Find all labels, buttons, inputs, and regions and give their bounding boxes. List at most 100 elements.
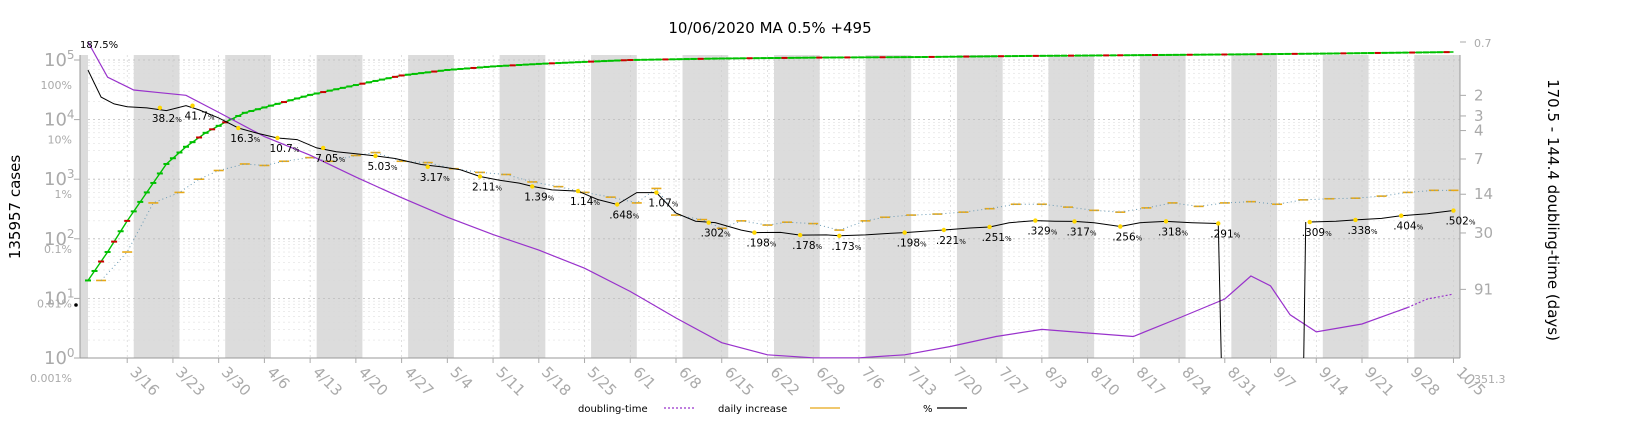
x-tick-label: 9/21: [1361, 363, 1398, 400]
annotation-point: [797, 232, 803, 238]
y-tick-doubling: 4: [1474, 122, 1484, 140]
annotation-label: .256%: [1112, 232, 1142, 244]
annotation-label: .329%: [1027, 226, 1057, 238]
y-tick-doubling: 30: [1474, 224, 1493, 242]
doubling-time-line-projected: [1407, 293, 1454, 309]
chart-title: 10/06/2020 MA 0.5% +495: [668, 19, 871, 37]
cases-start-point: [74, 303, 78, 307]
legend: doubling-time daily increase%: [578, 404, 967, 415]
week-band: [316, 55, 363, 358]
annotation-label: .198%: [897, 238, 927, 250]
annotation-point: [1033, 218, 1038, 223]
y-tick-cases: 101: [44, 286, 75, 309]
annotation-point: [1163, 219, 1169, 224]
week-band: [865, 55, 912, 358]
x-tick-label: 10/5: [1453, 363, 1490, 400]
x-tick-label: 5/11: [492, 363, 529, 400]
annotation-label: 7.05%: [315, 153, 345, 165]
y-tick-doubling: 3: [1474, 107, 1484, 125]
x-tick-label: 8/31: [1224, 363, 1261, 400]
x-tick-label: 9/14: [1315, 363, 1352, 400]
annotation-label: 5.03%: [367, 161, 397, 173]
y-tick-doubling: 351.3: [1474, 373, 1506, 386]
x-tick-label: 4/6: [264, 363, 294, 393]
x-tick-label: 6/29: [812, 363, 849, 400]
x-tick-label: 5/18: [538, 363, 575, 400]
annotation-point: [706, 220, 711, 225]
x-tick-label: 6/15: [721, 363, 758, 400]
annotation-label: .338%: [1347, 225, 1377, 237]
doubling-time-series: [87, 41, 1454, 359]
x-tick-label: 7/27: [995, 363, 1032, 400]
week-band: [1139, 55, 1186, 358]
x-tick-label: 4/27: [401, 363, 438, 400]
x-tick-label: 3/16: [126, 363, 163, 400]
week-band: [1414, 55, 1460, 358]
annotation-point: [1072, 219, 1077, 224]
annotation-point: [425, 164, 430, 170]
y-tick-cases: 104: [44, 108, 75, 131]
percent-line-rise: [1303, 222, 1307, 359]
annotation-label: .178%: [792, 240, 822, 252]
x-tick-label: 4/20: [355, 363, 392, 400]
annotation-point: [1216, 221, 1221, 226]
annotation-point: [190, 103, 195, 108]
x-tick-label: 6/22: [767, 363, 804, 400]
y-tick-percent: 0.1%: [44, 243, 72, 256]
annotation-point: [321, 145, 326, 151]
week-band: [225, 55, 271, 358]
y-tick-percent: 0.01%: [37, 297, 72, 310]
week-band: [133, 55, 180, 358]
grid: [88, 55, 1460, 359]
annotation-point: [902, 230, 907, 235]
annotation-label: 2.11%: [472, 181, 502, 193]
annotation-point: [1399, 213, 1404, 218]
annotation-label: .173%: [831, 241, 861, 253]
annotation-label: .302%: [701, 228, 731, 240]
y-axis-label-left: 135957 cases: [6, 155, 24, 260]
annotation-point: [941, 227, 947, 233]
annotation-point: [837, 233, 842, 239]
annotation-label: 16.3%: [230, 133, 260, 145]
percent-line-drop: [1217, 223, 1222, 359]
annotation-label: .221%: [936, 235, 966, 247]
x-tick-label: 7/13: [904, 363, 941, 400]
annotation-point: [615, 202, 620, 207]
annotation-label: .251%: [982, 232, 1012, 244]
y-tick-cases: 100: [44, 346, 75, 369]
annotation-label: 1.39%: [524, 191, 554, 203]
annotation-point: [1451, 208, 1456, 213]
y-tick-doubling: 0.7: [1474, 37, 1492, 50]
x-tick-label: 4/13: [309, 363, 346, 400]
x-tick-label: 5/25: [584, 363, 621, 400]
x-tick-label: 8/17: [1133, 363, 1170, 400]
annotation-label: .198%: [746, 238, 776, 250]
annotation-label: 1.07%: [648, 198, 678, 210]
annotation-label: .291%: [1210, 228, 1240, 240]
x-tick-label: 3/30: [218, 363, 255, 400]
y-axis-label-right: 170.5 - 144.4 doubling-time (days): [1544, 79, 1562, 341]
y-tick-percent: 1%: [55, 188, 72, 201]
x-tick-label: 7/6: [858, 363, 888, 393]
week-band: [682, 55, 729, 358]
annotation-label: 3.17%: [420, 172, 450, 184]
week-band: [956, 55, 1003, 358]
x-tick-label: 9/28: [1407, 363, 1444, 400]
y-tick-doubling: 14: [1474, 185, 1493, 203]
x-tick-label: 6/1: [629, 363, 659, 393]
percent-line: [1309, 210, 1454, 223]
x-tick-label: 8/24: [1178, 363, 1215, 400]
y-tick-cases: 102: [44, 227, 75, 250]
annotation-point: [530, 184, 535, 189]
annotation-point: [373, 153, 378, 159]
annotation-point: [654, 190, 659, 195]
x-tick-label: 7/20: [950, 363, 987, 400]
annotation-label: .404%: [1393, 221, 1423, 233]
x-tick-label: 8/3: [1041, 363, 1071, 393]
annotation-label: 1.14%: [570, 196, 600, 208]
x-tick-label: 5/4: [447, 363, 477, 393]
annotation-label: .502%: [1445, 216, 1475, 228]
y-tick-doubling: 91: [1474, 280, 1493, 298]
axes: [74, 41, 1466, 379]
